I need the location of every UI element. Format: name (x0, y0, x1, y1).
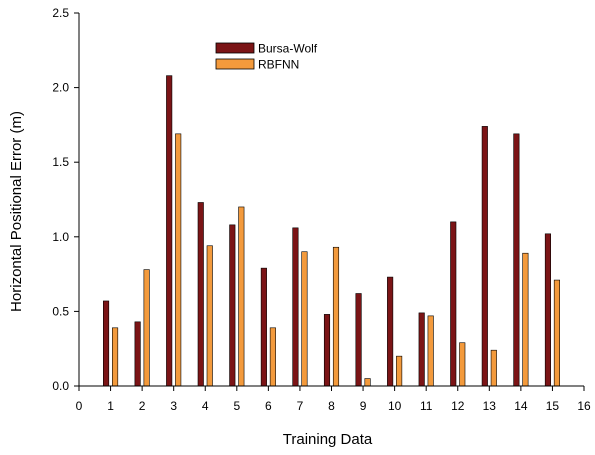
bar-bursa-wolf-2 (134, 321, 141, 387)
y-ticks-group: 0.0 0.5 1.0 1.5 2.0 2.5 (52, 6, 79, 393)
bar-rbfnn-6 (269, 327, 276, 387)
bar-rbfnn-10 (396, 355, 403, 387)
bar-bursa-wolf-9 (355, 293, 362, 387)
bar-rbfnn-2 (143, 269, 150, 387)
x-tick-label: 11 (420, 399, 433, 413)
bar-rbfnn-12 (459, 342, 466, 387)
x-tick-label: 2 (139, 399, 146, 413)
bar-rbfnn-4 (206, 245, 213, 387)
y-tick-label: 2.0 (52, 81, 69, 95)
x-tick-label: 14 (514, 399, 528, 413)
legend-label-rbfnn: RBFNN (258, 58, 299, 72)
bar-rbfnn-8 (332, 246, 340, 387)
bar-rbfnn-3 (175, 133, 182, 387)
y-tick-label: 2.5 (52, 6, 69, 20)
x-tick-label: 5 (233, 399, 240, 413)
legend-swatch-bursa-wolf (215, 42, 255, 54)
bar-rbfnn-1 (112, 327, 119, 387)
bar-rbfnn-9 (364, 378, 371, 387)
axes-group (78, 13, 584, 387)
legend-label-bursa-wolf: Bursa-Wolf (258, 42, 318, 56)
x-tick-label: 10 (388, 399, 402, 413)
x-tick-label: 1 (107, 399, 114, 413)
bar-bursa-wolf-7 (292, 227, 299, 387)
y-tick-label: 0.0 (52, 379, 69, 393)
x-tick-label: 9 (360, 399, 367, 413)
bar-rbfnn-5 (238, 206, 245, 387)
x-tick-label: 13 (483, 399, 497, 413)
x-tick-label: 4 (202, 399, 209, 413)
bar-bursa-wolf-12 (450, 221, 457, 387)
bar-bursa-wolf-11 (418, 312, 425, 387)
bar-rbfnn-15 (553, 279, 560, 387)
bar-bursa-wolf-13 (481, 126, 488, 387)
bar-bursa-wolf-14 (513, 133, 520, 387)
bar-rbfnn-11 (427, 315, 434, 387)
bar-rbfnn-14 (522, 252, 529, 387)
y-tick-label: 0.5 (52, 304, 69, 318)
x-tick-label: 6 (265, 399, 272, 413)
x-tick-label: 0 (76, 399, 83, 413)
bar-bursa-wolf-10 (387, 276, 394, 387)
bar-bursa-wolf-3 (166, 75, 173, 387)
legend-swatch-rbfnn (215, 58, 255, 70)
x-axis-title: Training Data (283, 431, 373, 448)
y-tick-label: 1.5 (52, 155, 69, 169)
bar-bursa-wolf-4 (197, 202, 204, 387)
bar-rbfnn-7 (301, 251, 308, 387)
bar-bursa-wolf-5 (229, 224, 236, 387)
bar-bursa-wolf-15 (544, 233, 551, 387)
x-tick-label: 16 (577, 399, 591, 413)
bar-rbfnn-13 (490, 349, 497, 387)
x-tick-label: 7 (297, 399, 304, 413)
x-ticks-group: 0 1 2 3 4 5 6 7 8 9 10 11 12 13 14 15 16 (76, 386, 591, 413)
x-tick-label: 15 (546, 399, 560, 413)
x-tick-label: 3 (170, 399, 177, 413)
bar-bursa-wolf-1 (103, 300, 110, 387)
x-tick-label: 8 (328, 399, 335, 413)
y-tick-label: 1.0 (52, 230, 69, 244)
bar-bursa-wolf-6 (260, 267, 267, 387)
bar-bursa-wolf-8 (323, 314, 331, 387)
x-tick-label: 12 (451, 399, 465, 413)
legend: Bursa-Wolf RBFNN (215, 42, 318, 72)
bars-group (103, 75, 560, 387)
y-axis-title: Horizontal Positional Error (m) (8, 111, 25, 312)
